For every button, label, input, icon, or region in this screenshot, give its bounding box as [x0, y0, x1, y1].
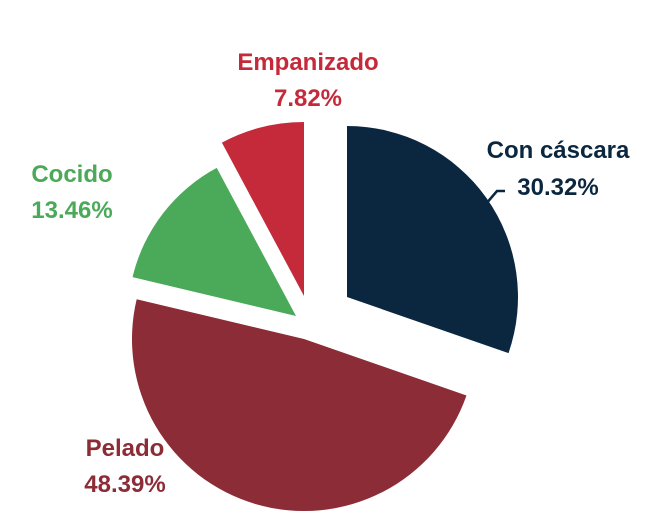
slice-name-label: Con cáscara	[487, 137, 630, 164]
pie-slice-2	[131, 299, 467, 512]
slice-name-label: Pelado	[86, 435, 165, 462]
slice-percent-label: 30.32%	[517, 174, 598, 201]
slice-percent-label: 13.46%	[31, 197, 112, 224]
pie-slice-1	[347, 126, 518, 354]
slice-percent-label: 7.82%	[274, 85, 342, 112]
leader-line-1	[484, 189, 505, 206]
pie-slice-4	[221, 122, 304, 296]
slice-name-label: Cocido	[31, 161, 112, 188]
pie-slice-3	[132, 167, 296, 316]
slice-percent-label: 48.39%	[84, 471, 165, 498]
slice-name-label: Empanizado	[237, 49, 378, 76]
